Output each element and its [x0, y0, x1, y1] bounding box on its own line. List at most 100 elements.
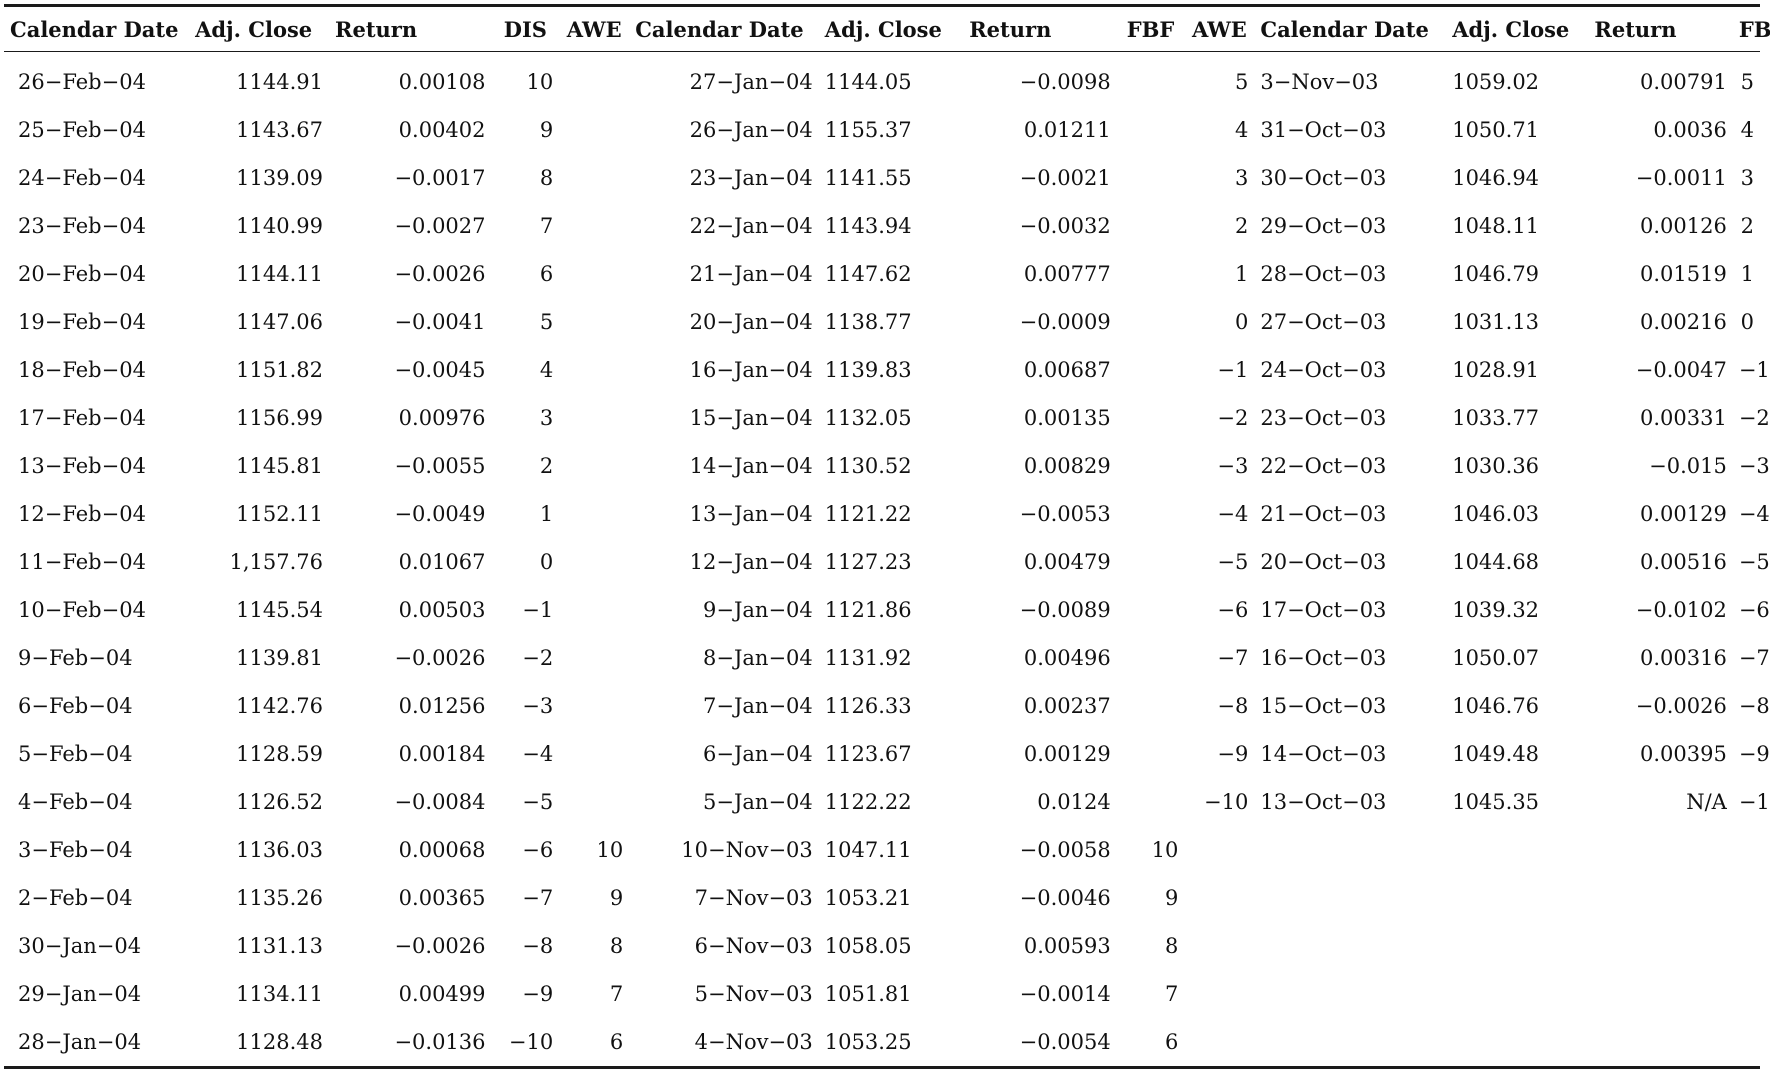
cell-dis: −9 — [522, 982, 554, 1006]
cell-return: −0.0041 — [394, 310, 486, 334]
cell-awe — [559, 346, 629, 394]
cell-calendar-date: 27−Jan−04 — [689, 70, 813, 94]
cell-adj-close: 1144.05 — [824, 70, 912, 94]
cell-fbf — [1733, 1018, 1760, 1068]
cell-calendar-date: 12−Jan−04 — [689, 550, 813, 574]
cell-fbf: −8 — [1738, 694, 1770, 718]
cell-awe — [1184, 922, 1254, 970]
cell-adj-close: 1050.07 — [1452, 646, 1540, 670]
cell-awe — [559, 490, 629, 538]
cell-awe — [1184, 970, 1254, 1018]
cell-adj-close: 1144.91 — [236, 70, 324, 94]
cell-calendar-date: 7−Nov−03 — [694, 886, 813, 910]
table-row: 9−Feb−04 1139.81 −0.0026 −2 8−Jan−04 1131.92 0… — [4, 634, 1770, 682]
table-row: 25−Feb−04 1143.67 0.00402 9 26−Jan−04 1155.37… — [4, 106, 1760, 154]
cell-calendar-date: 30−Oct−03 — [1260, 166, 1387, 190]
cell-return: −0.0054 — [1019, 1030, 1111, 1054]
cell-calendar-date: 22−Jan−04 — [689, 214, 813, 238]
cell-return: −0.0026 — [1635, 694, 1727, 718]
cell-awe: 5 — [1234, 70, 1249, 94]
header-calendar-date: Calendar Date — [629, 5, 819, 52]
cell-return: −0.0045 — [394, 358, 486, 382]
cell-awe — [1184, 1018, 1254, 1068]
cell-awe — [559, 730, 629, 778]
cell-calendar-date: 6−Jan−04 — [703, 742, 813, 766]
cell-calendar-date: 20−Jan−04 — [689, 310, 813, 334]
table-row: 10−Feb−04 1145.54 0.00503 −1 9−Jan−04 1121.86… — [4, 586, 1770, 634]
cell-return: −0.0017 — [394, 166, 486, 190]
table-row: 23−Feb−04 1140.99 −0.0027 7 22−Jan−04 1143.94… — [4, 202, 1760, 250]
cell-fbf: 2 — [1740, 214, 1754, 238]
cell-return: −0.0009 — [1019, 310, 1111, 334]
cell-adj-close: 1122.22 — [824, 790, 912, 814]
cell-calendar-date: 15−Jan−04 — [689, 406, 813, 430]
cell-calendar-date: 5−Jan−04 — [703, 790, 813, 814]
table-row: 20−Feb−04 1144.11 −0.0026 6 21−Jan−04 1147.62… — [4, 250, 1760, 298]
cell-calendar-date: 3−Nov−03 — [1260, 70, 1379, 94]
cell-fbf: −10 — [1738, 790, 1770, 814]
cell-return: 0.00479 — [1023, 550, 1111, 574]
cell-calendar-date: 21−Oct−03 — [1260, 502, 1387, 526]
cell-adj-close: 1143.67 — [236, 118, 324, 142]
cell-return — [1588, 874, 1732, 922]
cell-return: N/A — [1686, 790, 1727, 814]
cell-return: 0.00068 — [398, 838, 486, 862]
cell-adj-close: 1139.09 — [236, 166, 324, 190]
cell-return: 0.00402 — [398, 118, 486, 142]
cell-calendar-date: 2−Feb−04 — [18, 886, 133, 910]
cell-adj-close: 1128.59 — [236, 742, 324, 766]
cell-calendar-date: 14−Oct−03 — [1260, 742, 1387, 766]
cell-calendar-date: 3−Feb−04 — [18, 838, 133, 862]
cell-awe — [559, 778, 629, 826]
cell-adj-close: 1046.94 — [1452, 166, 1540, 190]
table-row: 6−Feb−04 1142.76 0.01256 −3 7−Jan−04 1126.33 0… — [4, 682, 1770, 730]
cell-calendar-date — [1254, 874, 1446, 922]
cell-calendar-date: 26−Jan−04 — [689, 118, 813, 142]
cell-dis: 10 — [526, 70, 554, 94]
cell-dis: 2 — [539, 454, 554, 478]
cell-calendar-date: 29−Jan−04 — [18, 982, 142, 1006]
cell-dis: 1 — [539, 502, 554, 526]
cell-return: −0.0053 — [1019, 502, 1111, 526]
cell-calendar-date: 11−Feb−04 — [18, 550, 146, 574]
cell-calendar-date: 4−Feb−04 — [18, 790, 133, 814]
cell-return: 0.00126 — [1639, 214, 1727, 238]
cell-return: 0.00331 — [1639, 406, 1727, 430]
cell-fbf — [1117, 730, 1185, 778]
cell-return: −0.0026 — [394, 934, 486, 958]
cell-return: −0.0136 — [394, 1030, 486, 1054]
header-calendar-date: Calendar Date — [4, 5, 190, 52]
cell-adj-close: 1138.77 — [824, 310, 912, 334]
cell-return: −0.0047 — [1635, 358, 1727, 382]
cell-fbf: −5 — [1738, 550, 1770, 574]
cell-fbf — [1117, 394, 1185, 442]
cell-fbf — [1117, 346, 1185, 394]
cell-dis: −6 — [522, 838, 554, 862]
cell-fbf: 10 — [1151, 838, 1179, 862]
cell-awe: 9 — [609, 886, 624, 910]
cell-calendar-date: 18−Feb−04 — [18, 358, 146, 382]
table-body: 26−Feb−04 1144.91 0.00108 10 27−Jan−04 1144.0… — [4, 52, 1770, 1068]
cell-return: −0.0027 — [394, 214, 486, 238]
cell-calendar-date: 17−Oct−03 — [1260, 598, 1387, 622]
cell-dis: 9 — [539, 118, 554, 142]
cell-adj-close: 1053.21 — [824, 886, 912, 910]
cell-return: 0.00503 — [398, 598, 486, 622]
cell-fbf: −4 — [1738, 502, 1770, 526]
cell-awe: −2 — [1217, 406, 1249, 430]
header-awe: AWE — [1184, 5, 1255, 52]
cell-awe: −10 — [1204, 790, 1249, 814]
cell-fbf — [1733, 874, 1760, 922]
header-return: Return — [963, 5, 1117, 52]
cell-fbf — [1733, 970, 1760, 1018]
header-awe: AWE — [559, 5, 630, 52]
cell-return: −0.015 — [1649, 454, 1727, 478]
cell-fbf — [1117, 778, 1185, 826]
cell-fbf — [1117, 52, 1185, 107]
cell-return: −0.0011 — [1635, 166, 1727, 190]
cell-calendar-date — [1254, 922, 1446, 970]
header-adj-close: Adj. Close — [189, 5, 330, 52]
cell-adj-close: 1121.22 — [824, 502, 912, 526]
cell-calendar-date: 31−Oct−03 — [1260, 118, 1387, 142]
cell-calendar-date: 28−Oct−03 — [1260, 262, 1387, 286]
